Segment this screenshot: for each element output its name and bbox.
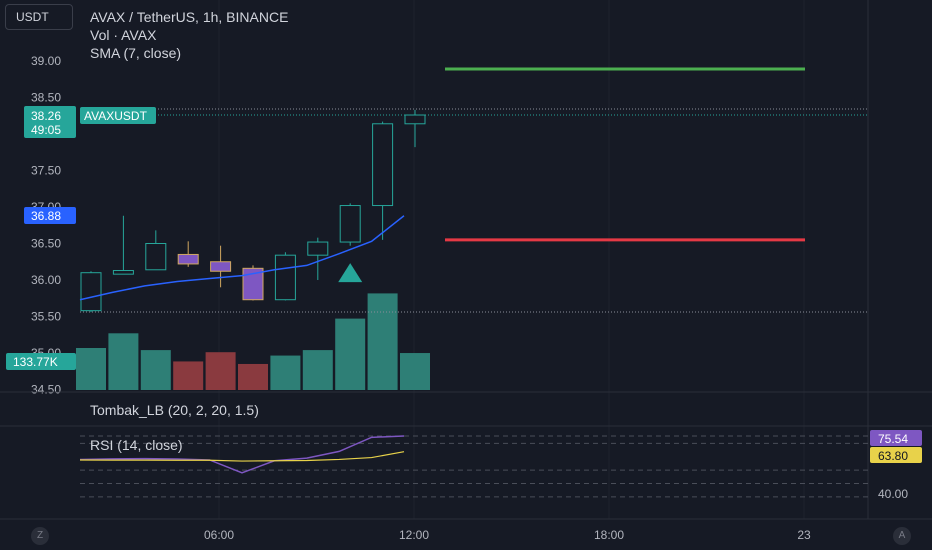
volume-bar [140, 350, 171, 390]
last-price-value: 38.26 [31, 109, 61, 123]
tombak-legend[interactable]: Tombak_LB (20, 2, 20, 1.5) [90, 402, 259, 418]
sma-value: 36.88 [31, 209, 61, 223]
price-tick-label: 38.50 [31, 91, 61, 105]
rsi-ma-value-tag [870, 447, 922, 463]
candle-body [112, 270, 134, 275]
candle-body [404, 114, 426, 125]
symbol-label: AVAXUSDT [84, 109, 148, 123]
price-tick-label: 35.50 [31, 310, 61, 324]
countdown-value: 49:05 [31, 123, 61, 137]
candle-body [145, 243, 167, 271]
candle-body [339, 205, 361, 243]
price-tick-label: 39.00 [31, 54, 61, 68]
price-axis: 39.0038.5037.5037.0036.5036.0035.5035.00… [31, 54, 61, 397]
candles [80, 109, 426, 313]
candle-body [242, 267, 264, 301]
time-tick-label: 18:00 [594, 528, 624, 542]
price-tick-label: 37.50 [31, 164, 61, 178]
time-tick-label: 23 [797, 528, 811, 542]
rsi-value-tag [870, 430, 922, 446]
time-axis[interactable]: 06:00 12:00 18:00 23 [204, 528, 811, 542]
rsi-ma-value: 63.80 [878, 449, 908, 463]
volume-legend[interactable]: Vol · AVAX [90, 27, 157, 43]
price-tick-label: 36.00 [31, 273, 61, 287]
currency-button[interactable]: USDT [5, 4, 73, 30]
candle-body [177, 253, 199, 265]
volume-bar [270, 355, 301, 390]
rsi-guide-lines [80, 435, 868, 498]
symbol-legend[interactable]: AVAX / TetherUS, 1h, BINANCE [90, 9, 288, 25]
candle-body [274, 254, 296, 301]
auto-scale-z-button[interactable]: Z [31, 527, 49, 545]
buy-signal-triangle [338, 263, 363, 283]
volume-bar [335, 318, 366, 390]
rsi-axis-label: 40.00 [878, 487, 908, 501]
time-tick-label: 06:00 [204, 528, 234, 542]
level-lines [445, 67, 805, 242]
volume-tag [6, 353, 76, 370]
candle-body [210, 261, 232, 272]
volume-bar [205, 352, 236, 390]
rsi-legend[interactable]: RSI (14, close) [90, 437, 183, 453]
rsi-line [79, 435, 405, 474]
volume-bar [367, 293, 398, 390]
candle-body [372, 123, 394, 207]
sma-legend[interactable]: SMA (7, close) [90, 45, 181, 61]
sma-tag [24, 207, 76, 224]
volume-bar [238, 363, 268, 390]
rsi-value: 75.54 [878, 432, 908, 446]
volume-bar [400, 353, 430, 390]
grid [218, 0, 805, 519]
candle-body [307, 241, 329, 256]
volume-bar [173, 361, 204, 390]
symbol-tag [80, 107, 156, 124]
candle-body [80, 272, 102, 312]
volume-bar [302, 350, 333, 390]
sma-line [79, 215, 405, 301]
price-tick-label: 34.50 [31, 383, 61, 397]
last-price-tag [24, 106, 76, 138]
volume-bars [76, 293, 430, 390]
rsi-ma-line [79, 451, 405, 462]
auto-scale-a-button[interactable]: A [893, 527, 911, 545]
volume-value: 133.77K [13, 355, 58, 369]
time-tick-label: 12:00 [399, 528, 429, 542]
volume-bar [108, 333, 139, 390]
volume-bar [76, 348, 106, 390]
price-tick-label: 36.50 [31, 237, 61, 251]
